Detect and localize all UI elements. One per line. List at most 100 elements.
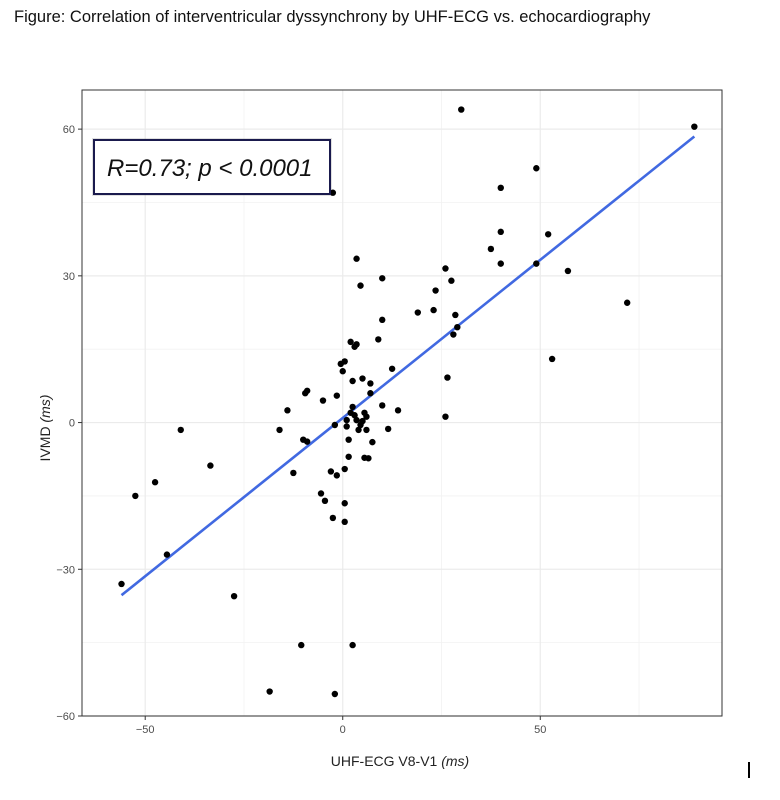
axis-ticks — [78, 128, 541, 720]
data-point — [333, 392, 341, 399]
data-point — [321, 497, 329, 505]
x-tick-label: 50 — [534, 724, 546, 736]
figure-title: Figure: Correlation of interventricular … — [14, 8, 651, 26]
data-point — [359, 375, 366, 382]
data-point — [331, 421, 339, 429]
data-point — [379, 316, 386, 324]
correlation-annotation: R=0.73; p < 0.0001 — [107, 155, 313, 182]
data-point — [442, 265, 449, 272]
data-point — [430, 306, 437, 314]
data-point — [442, 413, 449, 420]
y-axis-title: IVMD (ms) — [37, 395, 53, 462]
data-point — [341, 465, 348, 473]
panel-border — [81, 89, 723, 717]
data-point — [454, 323, 461, 331]
tick-labels: −50 0 50 −60 −30 0 30 60 — [56, 124, 546, 736]
data-point — [163, 551, 171, 558]
data-point — [339, 368, 346, 375]
x-axis-title: UHF-ECG V8-V1 (ms) — [331, 753, 469, 769]
data-point — [359, 417, 366, 425]
text-cursor — [748, 762, 750, 778]
data-point — [363, 413, 370, 420]
x-tick-label: −50 — [136, 724, 155, 736]
data-point — [317, 490, 325, 497]
y-tick-label: 60 — [63, 124, 75, 136]
data-point — [132, 492, 139, 500]
data-point — [276, 426, 283, 434]
data-point — [151, 479, 159, 486]
data-point — [458, 106, 465, 113]
data-point — [497, 184, 504, 192]
data-point — [497, 228, 504, 236]
data-point — [394, 407, 402, 414]
data-point — [347, 338, 354, 346]
data-point — [384, 425, 392, 433]
data-point — [379, 402, 386, 409]
data-point — [379, 275, 386, 282]
data-point — [448, 277, 455, 284]
data-point — [341, 518, 348, 526]
data-point — [450, 331, 457, 338]
data-point — [452, 311, 459, 319]
data-point — [444, 374, 451, 381]
data-point — [367, 390, 374, 397]
data-point — [367, 380, 374, 387]
y-tick-label: 0 — [69, 418, 75, 430]
data-point — [230, 592, 238, 600]
data-point — [548, 355, 556, 363]
data-point — [533, 260, 540, 267]
data-point — [375, 336, 382, 343]
data-point — [349, 403, 356, 411]
data-point — [353, 341, 360, 348]
data-point — [333, 472, 341, 479]
data-point — [487, 245, 495, 253]
data-point — [351, 412, 358, 419]
data-point — [353, 255, 360, 262]
data-points — [118, 106, 698, 698]
data-point — [349, 377, 356, 385]
data-point — [349, 641, 356, 649]
data-point — [533, 165, 540, 172]
data-point — [345, 453, 352, 460]
data-point — [327, 468, 335, 475]
data-point — [290, 469, 297, 477]
data-point — [303, 387, 311, 394]
regression-line — [120, 135, 696, 597]
data-point — [177, 426, 184, 434]
data-point — [497, 260, 504, 267]
data-point — [331, 690, 339, 698]
data-point — [691, 123, 698, 130]
y-tick-label: −30 — [56, 564, 75, 576]
data-point — [414, 309, 422, 316]
x-tick-label: 0 — [340, 724, 346, 736]
data-point — [341, 358, 348, 365]
data-point — [544, 231, 552, 238]
data-point — [353, 416, 360, 424]
data-point — [365, 455, 372, 462]
data-point — [266, 688, 273, 695]
data-point — [118, 580, 125, 588]
data-point — [564, 267, 572, 275]
data-point — [355, 426, 362, 434]
data-point — [303, 438, 311, 445]
data-point — [623, 299, 631, 306]
data-point — [207, 462, 214, 469]
data-point — [363, 426, 370, 434]
data-point — [343, 416, 350, 424]
y-tick-label: −60 — [56, 711, 75, 723]
data-point — [329, 189, 337, 196]
data-point — [357, 282, 364, 289]
minor-gridlines — [82, 90, 722, 716]
data-point — [298, 641, 305, 649]
annotation-box: R=0.73; p < 0.0001 — [92, 138, 332, 196]
data-point — [341, 500, 348, 507]
data-point — [369, 438, 376, 446]
data-point — [432, 287, 439, 294]
data-point — [329, 514, 337, 522]
data-point — [319, 397, 327, 404]
y-tick-label: 30 — [63, 271, 75, 283]
data-point — [284, 407, 291, 414]
data-point — [345, 436, 352, 443]
data-point — [343, 423, 350, 430]
